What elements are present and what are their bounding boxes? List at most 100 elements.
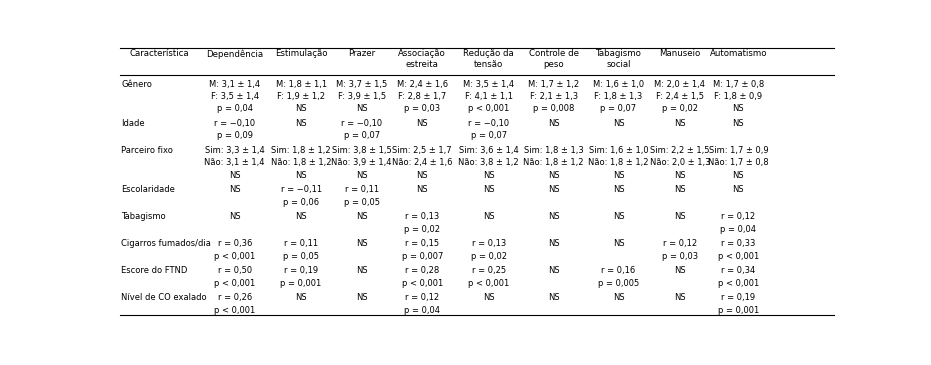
Text: NS: NS [674, 212, 686, 221]
Text: NS: NS [547, 212, 560, 221]
Text: M: 3,5 ± 1,4: M: 3,5 ± 1,4 [463, 80, 514, 89]
Text: NS: NS [613, 212, 625, 221]
Text: p = 0,02: p = 0,02 [662, 104, 698, 114]
Text: Não: 3,8 ± 1,2: Não: 3,8 ± 1,2 [458, 158, 519, 168]
Text: r = 0,25: r = 0,25 [472, 266, 506, 275]
Text: M: 1,6 ± 1,0: M: 1,6 ± 1,0 [593, 80, 644, 89]
Text: p = 0,07: p = 0,07 [600, 104, 637, 114]
Text: Sim: 1,7 ± 0,9: Sim: 1,7 ± 0,9 [708, 146, 768, 155]
Text: p = 0,09: p = 0,09 [217, 131, 252, 141]
Text: NS: NS [229, 171, 240, 180]
Text: NS: NS [733, 119, 744, 128]
Text: M: 1,7 ± 0,8: M: 1,7 ± 0,8 [713, 80, 764, 89]
Text: Associação
estreita: Associação estreita [398, 49, 446, 69]
Text: NS: NS [356, 171, 368, 180]
Text: NS: NS [613, 239, 625, 248]
Text: F: 3,9 ± 1,5: F: 3,9 ± 1,5 [338, 92, 385, 101]
Text: F: 2,1 ± 1,3: F: 2,1 ± 1,3 [530, 92, 577, 101]
Text: M: 1,7 ± 1,2: M: 1,7 ± 1,2 [528, 80, 579, 89]
Text: NS: NS [674, 171, 686, 180]
Text: p = 0,05: p = 0,05 [283, 251, 319, 261]
Text: r = 0,13: r = 0,13 [472, 239, 506, 248]
Text: r = 0,50: r = 0,50 [218, 266, 251, 275]
Text: r = 0,33: r = 0,33 [722, 239, 756, 248]
Text: NS: NS [674, 119, 686, 128]
Text: p = 0,001: p = 0,001 [280, 278, 322, 288]
Text: r = 0,19: r = 0,19 [722, 293, 755, 302]
Text: r = −0,11: r = −0,11 [280, 185, 321, 194]
Text: NS: NS [483, 212, 494, 221]
Text: NS: NS [416, 119, 428, 128]
Text: Não: 2,4 ± 1,6: Não: 2,4 ± 1,6 [392, 158, 452, 168]
Text: Sim: 1,8 ± 1,2: Sim: 1,8 ± 1,2 [271, 146, 331, 155]
Text: p = 0,04: p = 0,04 [721, 225, 756, 234]
Text: NS: NS [674, 293, 686, 302]
Text: NS: NS [416, 185, 428, 194]
Text: M: 3,7 ± 1,5: M: 3,7 ± 1,5 [336, 80, 387, 89]
Text: NS: NS [483, 185, 494, 194]
Text: r = −0,10: r = −0,10 [468, 119, 509, 128]
Text: r = 0,15: r = 0,15 [405, 239, 439, 248]
Text: Redução da
tensão: Redução da tensão [464, 49, 514, 69]
Text: NS: NS [229, 212, 240, 221]
Text: Gênero: Gênero [121, 80, 153, 89]
Text: Manuseio: Manuseio [659, 49, 700, 58]
Text: Automatismo: Automatismo [709, 49, 767, 58]
Text: r = −0,10: r = −0,10 [341, 119, 383, 128]
Text: p = 0,05: p = 0,05 [344, 198, 380, 207]
Text: NS: NS [733, 185, 744, 194]
Text: Não: 2,0 ± 1,3: Não: 2,0 ± 1,3 [650, 158, 710, 168]
Text: F: 1,8 ± 0,9: F: 1,8 ± 0,9 [714, 92, 762, 101]
Text: p = 0,03: p = 0,03 [662, 251, 698, 261]
Text: NS: NS [295, 119, 307, 128]
Text: NS: NS [416, 171, 428, 180]
Text: p < 0,001: p < 0,001 [214, 306, 255, 315]
Text: p < 0,001: p < 0,001 [468, 278, 509, 288]
Text: F: 1,9 ± 1,2: F: 1,9 ± 1,2 [277, 92, 325, 101]
Text: Não: 3,9 ± 1,4: Não: 3,9 ± 1,4 [331, 158, 392, 168]
Text: p < 0,001: p < 0,001 [214, 251, 255, 261]
Text: NS: NS [613, 119, 625, 128]
Text: Idade: Idade [121, 119, 145, 128]
Text: F: 3,5 ± 1,4: F: 3,5 ± 1,4 [210, 92, 259, 101]
Text: Sim: 2,5 ± 1,7: Sim: 2,5 ± 1,7 [393, 146, 452, 155]
Text: Sim: 1,6 ± 1,0: Sim: 1,6 ± 1,0 [588, 146, 648, 155]
Text: NS: NS [295, 171, 307, 180]
Text: p < 0,001: p < 0,001 [718, 278, 759, 288]
Text: F: 2,8 ± 1,7: F: 2,8 ± 1,7 [398, 92, 447, 101]
Text: M: 2,0 ± 1,4: M: 2,0 ± 1,4 [654, 80, 706, 89]
Text: Tabagismo: Tabagismo [121, 212, 166, 221]
Text: Não: 1,7 ± 0,8: Não: 1,7 ± 0,8 [708, 158, 769, 168]
Text: NS: NS [733, 171, 744, 180]
Text: r = 0,36: r = 0,36 [218, 239, 252, 248]
Text: p = 0,07: p = 0,07 [470, 131, 506, 141]
Text: p = 0,04: p = 0,04 [404, 306, 440, 315]
Text: p = 0,008: p = 0,008 [533, 104, 574, 114]
Text: Prazer: Prazer [348, 49, 375, 58]
Text: Não: 1,8 ± 1,2: Não: 1,8 ± 1,2 [523, 158, 584, 168]
Text: p = 0,07: p = 0,07 [344, 131, 380, 141]
Text: Sim: 3,6 ± 1,4: Sim: 3,6 ± 1,4 [459, 146, 519, 155]
Text: Parceiro fixo: Parceiro fixo [121, 146, 173, 155]
Text: NS: NS [547, 293, 560, 302]
Text: NS: NS [295, 104, 307, 114]
Text: Sim: 1,8 ± 1,3: Sim: 1,8 ± 1,3 [524, 146, 584, 155]
Text: NS: NS [356, 293, 368, 302]
Text: r = 0,19: r = 0,19 [284, 266, 318, 275]
Text: Dependência: Dependência [206, 49, 263, 59]
Text: p = 0,02: p = 0,02 [471, 251, 506, 261]
Text: Não: 1,8 ± 1,2: Não: 1,8 ± 1,2 [271, 158, 331, 168]
Text: NS: NS [483, 171, 494, 180]
Text: Estimulação: Estimulação [275, 49, 328, 58]
Text: NS: NS [547, 239, 560, 248]
Text: NS: NS [547, 171, 560, 180]
Text: r = 0,12: r = 0,12 [722, 212, 755, 221]
Text: NS: NS [356, 239, 368, 248]
Text: r = 0,26: r = 0,26 [218, 293, 251, 302]
Text: p < 0,001: p < 0,001 [718, 251, 759, 261]
Text: Sim: 2,2 ± 1,5: Sim: 2,2 ± 1,5 [650, 146, 709, 155]
Text: p = 0,007: p = 0,007 [401, 251, 443, 261]
Text: r = 0,34: r = 0,34 [722, 266, 755, 275]
Text: NS: NS [613, 185, 625, 194]
Text: NS: NS [295, 293, 307, 302]
